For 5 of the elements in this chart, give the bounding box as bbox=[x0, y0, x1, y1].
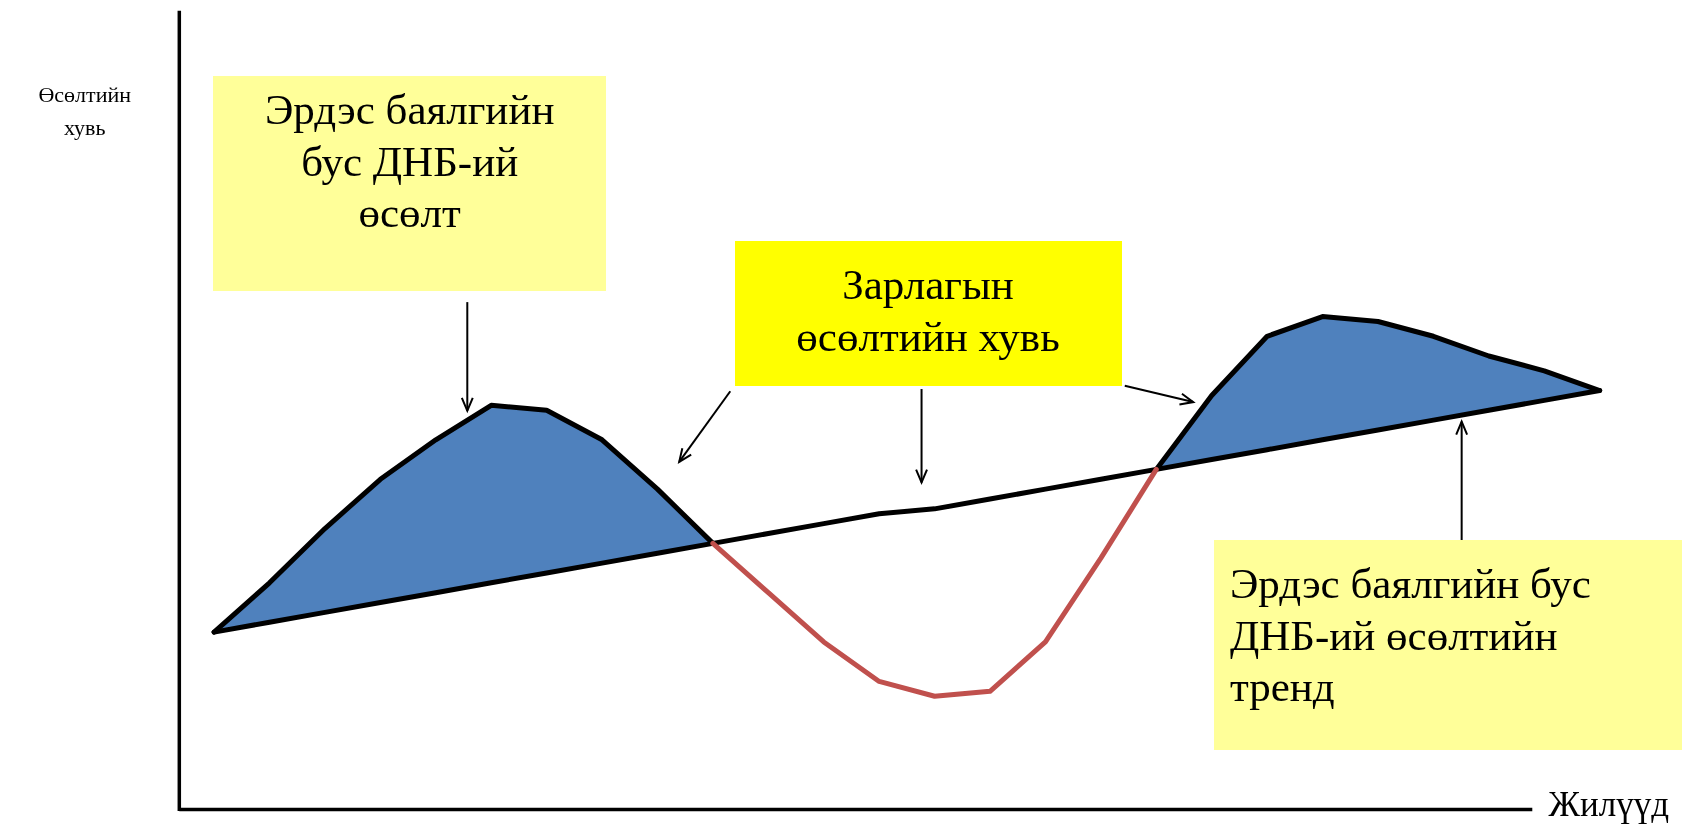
x-axis-title: Жилүүд bbox=[1548, 784, 1669, 825]
annotation: Эрдэс баялгийн бус ДНБ-ий өсөлтийн тренд bbox=[1213, 540, 1683, 750]
text: Эрдэс баялгийн бус ДНБ-ий өсөлт bbox=[213, 76, 607, 292]
text: Өсөлтийн хувь bbox=[37, 81, 133, 143]
annotation: Зарлагын өсөлтийн хувь bbox=[734, 241, 1122, 386]
